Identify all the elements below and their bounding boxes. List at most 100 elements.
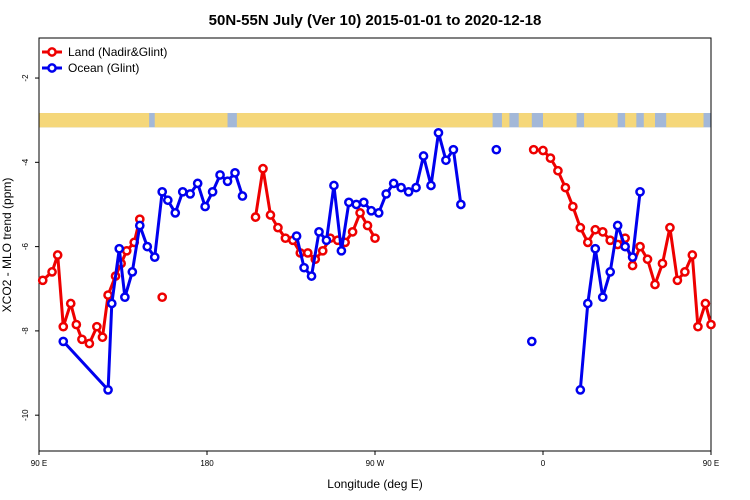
series-1-point-0-4 [120,292,130,303]
series-1-point-1-13 [388,178,399,189]
series-layer [37,127,716,395]
series-1-point-0-16 [207,186,218,197]
series-1-point-2-6 [620,241,630,252]
series-0-point-1-1 [258,163,268,174]
chart-title: 50N-55N July (Ver 10) 2015-01-01 to 2020… [209,12,542,29]
series-1-point-0-20 [237,191,248,201]
series-0-point-2-13 [627,260,638,271]
series-1-point-2-2 [590,243,601,254]
series-0-point-2-10 [605,235,616,246]
y-tick-label-2: -6 [21,243,30,251]
series-1-point-0-6 [134,220,145,231]
series-1-point-1-6 [336,245,347,256]
series-0-point-2-7 [582,237,593,248]
series-1-point-1-22 [456,199,466,210]
y-tick-label-0: -2 [21,74,30,82]
x-tick-label-0: 90 E [31,459,47,468]
strip-land-9 [666,113,704,128]
series-0-point-2-3 [553,165,563,176]
series-0-point-2-1 [538,145,548,156]
series-1-point-1-8 [351,199,362,210]
series-1-point-0-8 [149,252,160,262]
strip-land-6 [584,113,618,128]
series-0-point-0-1 [47,267,57,277]
series-0-point-0-13 [121,245,132,256]
strip-land-8 [643,113,655,128]
series-0-point-0-6 [77,334,87,345]
series-0-point-0-0 [37,275,48,286]
series-0-point-2-4 [560,182,571,193]
series-1-point-0-7 [142,241,153,252]
series-1-point-0-2 [106,298,117,309]
series-1-point-1-7 [344,197,354,208]
series-1-point-1-19 [433,127,444,138]
series-0-point-1-15 [362,220,373,231]
x-tick-label-4: 90 E [703,459,719,468]
series-1-point-1-16 [411,182,421,193]
series-1-point-1-18 [426,180,436,191]
x-tick-label-1: 180 [200,459,214,468]
series-0-point-2-15 [642,254,653,265]
series-0-point-2-21 [687,250,698,260]
series-1-point-1-4 [321,235,332,246]
series-1-point-1-3 [314,227,324,237]
series-0 [37,144,716,349]
series-0-point-0-3 [58,321,69,332]
series-1-line-0 [62,171,244,392]
series-0-line-0 [41,218,142,345]
legend-marker-0 [47,47,57,57]
series-1-point-0-11 [170,208,181,218]
series-1-point-0-5 [127,267,138,277]
series-0-point-2-22 [693,321,703,332]
legend-marker-1 [47,63,57,73]
strip-land-7 [625,113,637,128]
series-0-point-0-4 [65,298,76,309]
series-0-point-0-10 [103,290,113,300]
series-0-point-1-16 [370,233,380,244]
series-0-point-0-2 [52,250,63,260]
series-1-point-2-3 [597,292,608,303]
series-1-point-1-14 [396,182,406,193]
series-1-point-2-1 [582,298,593,309]
series-0-point-2-5 [568,201,578,212]
strip-land-4 [518,113,532,128]
legend-label-0: Land (Nadir&Glint) [68,45,167,59]
legend-label-1: Ocean (Glint) [68,61,139,75]
series-0-point-2-19 [672,275,683,286]
series-0-point-0-9 [97,332,108,343]
series-0-point-1-2 [265,210,276,220]
series-1-point-1-10 [366,205,377,216]
series-1-point-1-1 [299,262,309,273]
series-0-point-1-13 [347,227,358,237]
series-1-point-0-13 [185,189,196,199]
series-1-point-1-9 [358,197,369,208]
series-1-point-1-5 [329,180,339,191]
series-0-point-2-18 [665,222,675,233]
series-1-point-1-11 [373,208,384,218]
series-1-point-0-14 [192,178,203,189]
strip-land-5 [543,113,577,128]
series-0-point-2-17 [657,258,668,269]
series-0-point-2-6 [575,222,586,233]
series-1-point-0-1 [103,385,113,395]
series-1-point-1-15 [403,186,414,197]
series-1 [58,127,645,395]
land-ocean-strip [39,113,711,128]
series-1-point-0-9 [157,186,168,197]
series-1-point-1-2 [306,271,317,281]
series-1-point-0-12 [177,186,188,197]
series-0-point-1-9 [317,245,328,256]
series-1-line-2 [578,191,642,391]
series-1-point-2-4 [605,267,616,277]
series-0-point-2-24 [706,319,716,330]
series-1-point-0-3 [114,243,125,254]
y-tick-label-1: -4 [21,158,30,166]
series-0-point-0-7 [84,338,95,349]
series-1-point-1-20 [441,155,451,166]
strip-land-3 [501,113,510,128]
series-0-point-2-20 [680,267,690,277]
series-1-point-0-15 [200,201,210,212]
x-tick-label-2: 90 W [366,459,385,468]
series-1-point-2-7 [627,252,638,262]
series-0-point-1-7 [302,248,313,258]
